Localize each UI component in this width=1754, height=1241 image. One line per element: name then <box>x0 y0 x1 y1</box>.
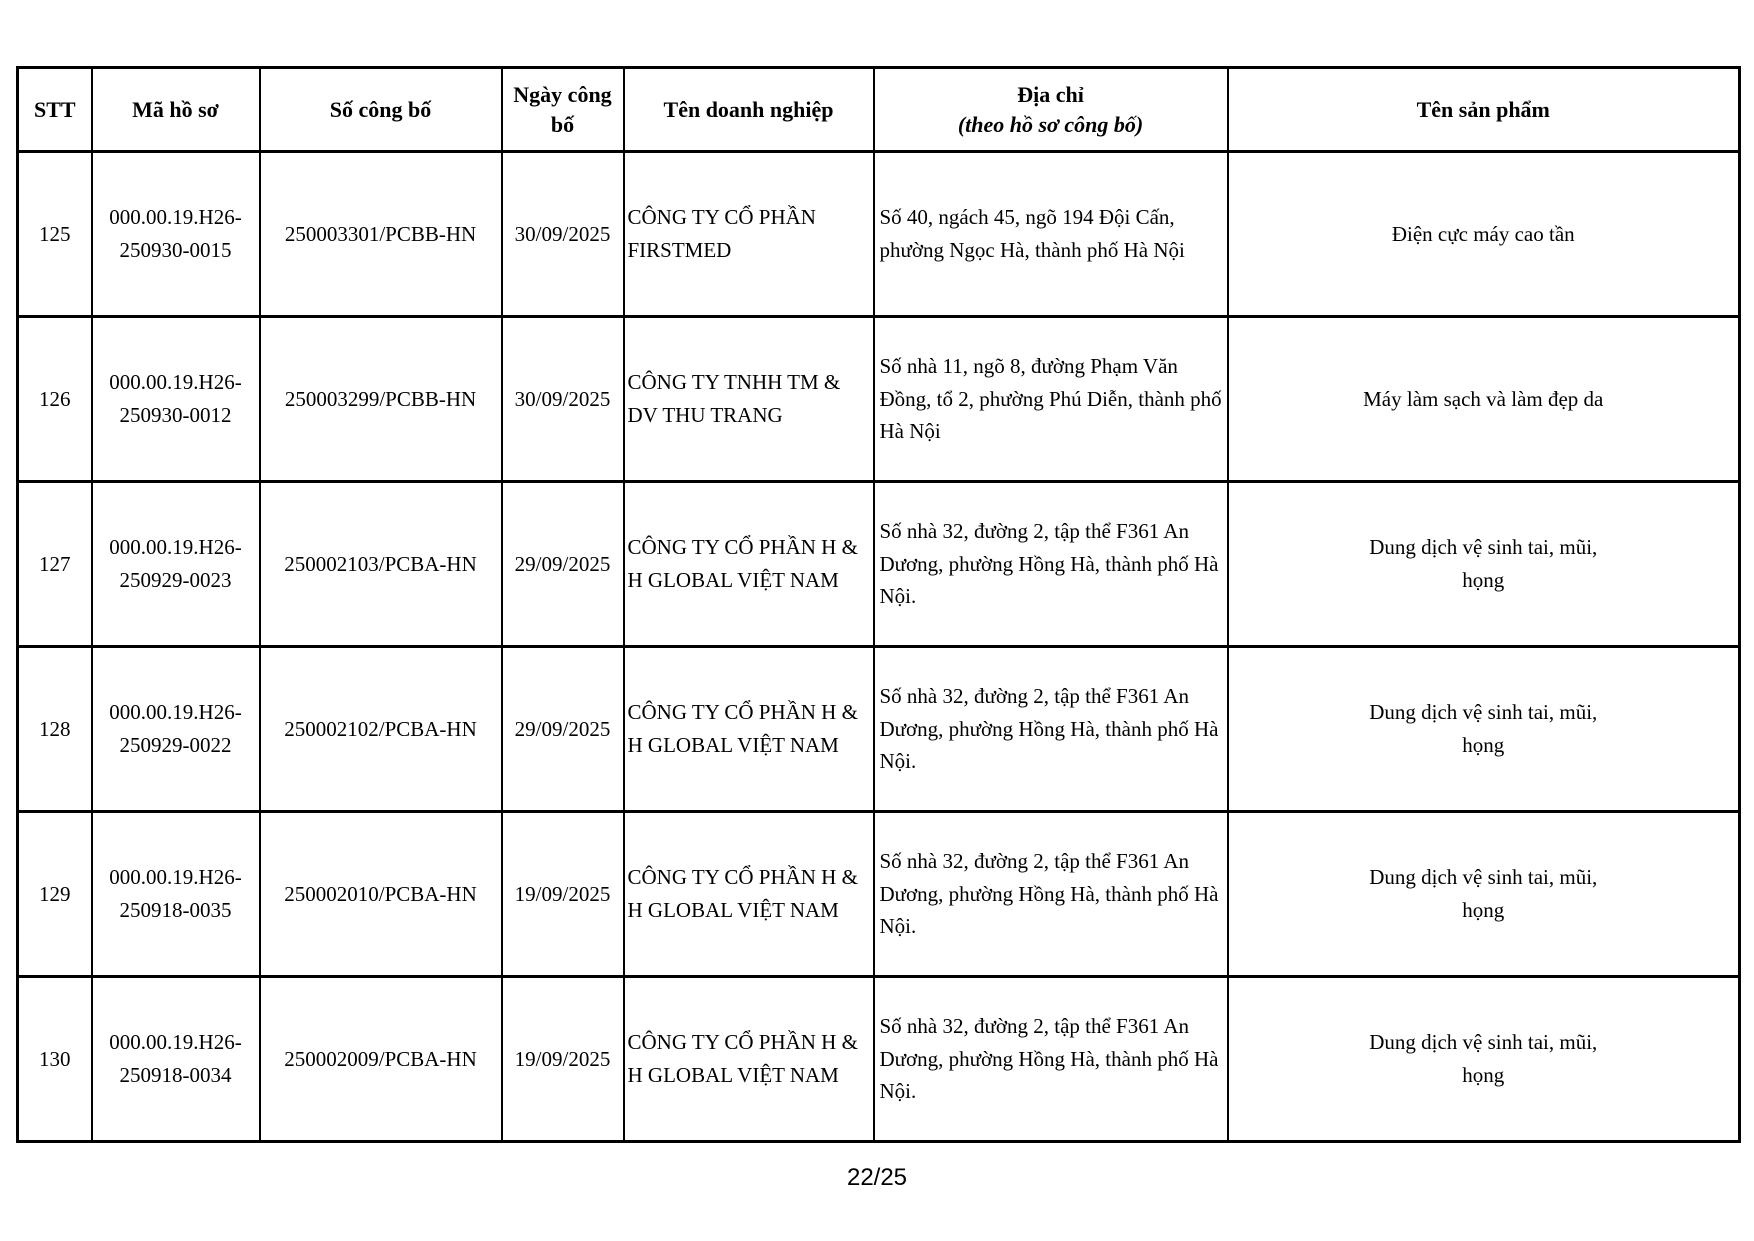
cell-stt: 129 <box>16 810 93 978</box>
table-row: 125 000.00.19.H26-250930-0015 250003301/… <box>16 150 1741 318</box>
cell-ten-doanh-nghiep: CÔNG TY CỔ PHẦN FIRSTMED <box>622 150 875 318</box>
table-row: 130 000.00.19.H26-250918-0034 250002009/… <box>16 975 1741 1143</box>
header-ngay-cong-bo: Ngày công bố <box>500 66 625 153</box>
table-row: 128 000.00.19.H26-250929-0022 250002102/… <box>16 645 1741 813</box>
cell-so-cong-bo: 250002103/PCBA-HN <box>258 480 503 648</box>
cell-ten-doanh-nghiep: CÔNG TY CỔ PHẦN H & H GLOBAL VIỆT NAM <box>622 645 875 813</box>
cell-ngay-cong-bo: 19/09/2025 <box>500 810 625 978</box>
cell-ten-san-pham: Máy làm sạch và làm đẹp da <box>1226 315 1741 483</box>
table-row: 126 000.00.19.H26-250930-0012 250003299/… <box>16 315 1741 483</box>
cell-ma-ho-so: 000.00.19.H26-250930-0012 <box>90 315 261 483</box>
header-dia-chi-subtitle: (theo hồ sơ công bố) <box>957 111 1144 137</box>
cell-stt: 127 <box>16 480 93 648</box>
cell-ngay-cong-bo: 30/09/2025 <box>500 315 625 483</box>
header-dia-chi-label: Địa chỉ <box>1017 81 1084 107</box>
header-stt: STT <box>16 66 93 153</box>
product-name: Máy làm sạch và làm đẹp da <box>1363 386 1604 411</box>
product-name: Điện cực máy cao tần <box>1391 221 1575 246</box>
cell-ten-san-pham: Dung dịch vệ sinh tai, mũi, họng <box>1226 480 1741 648</box>
cell-stt: 130 <box>16 975 93 1143</box>
cell-ma-ho-so: 000.00.19.H26-250929-0022 <box>90 645 261 813</box>
page-number: 22/25 <box>846 1164 908 1191</box>
cell-ma-ho-so: 000.00.19.H26-250930-0015 <box>90 150 261 318</box>
header-so-cong-bo: Số công bố <box>258 66 503 153</box>
cell-ten-san-pham: Điện cực máy cao tần <box>1226 150 1741 318</box>
cell-ten-doanh-nghiep: CÔNG TY CỔ PHẦN H & H GLOBAL VIỆT NAM <box>622 810 875 978</box>
cell-ma-ho-so: 000.00.19.H26-250929-0023 <box>90 480 261 648</box>
cell-dia-chi: Số nhà 32, đường 2, tập thể F361 An Dươn… <box>872 810 1229 978</box>
cell-ten-doanh-nghiep: CÔNG TY TNHH TM & DV THU TRANG <box>622 315 875 483</box>
table-row: 127 000.00.19.H26-250929-0023 250002103/… <box>16 480 1741 648</box>
cell-so-cong-bo: 250002010/PCBA-HN <box>258 810 503 978</box>
cell-so-cong-bo: 250002009/PCBA-HN <box>258 975 503 1143</box>
cell-ngay-cong-bo: 29/09/2025 <box>500 480 625 648</box>
cell-ngay-cong-bo: 30/09/2025 <box>500 150 625 318</box>
table-header-row: STT Mã hồ sơ Số công bố Ngày công bố Tên… <box>16 66 1741 153</box>
header-dia-chi: Địa chỉ (theo hồ sơ công bố) <box>872 66 1229 153</box>
cell-ten-doanh-nghiep: CÔNG TY CỔ PHẦN H & H GLOBAL VIỆT NAM <box>622 480 875 648</box>
cell-ma-ho-so: 000.00.19.H26-250918-0034 <box>90 975 261 1143</box>
product-name: Dung dịch vệ sinh tai, mũi, họng <box>1369 700 1598 757</box>
cell-ten-san-pham: Dung dịch vệ sinh tai, mũi, họng <box>1226 810 1741 978</box>
cell-ten-san-pham: Dung dịch vệ sinh tai, mũi, họng <box>1226 645 1741 813</box>
cell-so-cong-bo: 250003301/PCBB-HN <box>258 150 503 318</box>
cell-dia-chi: Số 40, ngách 45, ngõ 194 Đội Cấn, phường… <box>872 150 1229 318</box>
product-name: Dung dịch vệ sinh tai, mũi, họng <box>1369 865 1598 922</box>
cell-dia-chi: Số nhà 32, đường 2, tập thể F361 An Dươn… <box>872 975 1229 1143</box>
announcement-table: STT Mã hồ sơ Số công bố Ngày công bố Tên… <box>16 66 1741 1143</box>
header-ten-san-pham: Tên sản phẩm <box>1226 66 1741 153</box>
header-ma-ho-so: Mã hồ sơ <box>90 66 261 153</box>
cell-so-cong-bo: 250003299/PCBB-HN <box>258 315 503 483</box>
product-name: Dung dịch vệ sinh tai, mũi, họng <box>1369 535 1598 592</box>
cell-dia-chi: Số nhà 32, đường 2, tập thể F361 An Dươn… <box>872 480 1229 648</box>
cell-so-cong-bo: 250002102/PCBA-HN <box>258 645 503 813</box>
cell-dia-chi: Số nhà 32, đường 2, tập thể F361 An Dươn… <box>872 645 1229 813</box>
product-name: Dung dịch vệ sinh tai, mũi, họng <box>1369 1030 1598 1087</box>
cell-ten-doanh-nghiep: CÔNG TY CỔ PHẦN H & H GLOBAL VIỆT NAM <box>622 975 875 1143</box>
header-ten-doanh-nghiep: Tên doanh nghiệp <box>622 66 875 153</box>
table-row: 129 000.00.19.H26-250918-0035 250002010/… <box>16 810 1741 978</box>
cell-stt: 125 <box>16 150 93 318</box>
cell-dia-chi: Số nhà 11, ngõ 8, đường Phạm Văn Đồng, t… <box>872 315 1229 483</box>
cell-ten-san-pham: Dung dịch vệ sinh tai, mũi, họng <box>1226 975 1741 1143</box>
cell-ma-ho-so: 000.00.19.H26-250918-0035 <box>90 810 261 978</box>
cell-stt: 128 <box>16 645 93 813</box>
cell-ngay-cong-bo: 19/09/2025 <box>500 975 625 1143</box>
cell-stt: 126 <box>16 315 93 483</box>
cell-ngay-cong-bo: 29/09/2025 <box>500 645 625 813</box>
